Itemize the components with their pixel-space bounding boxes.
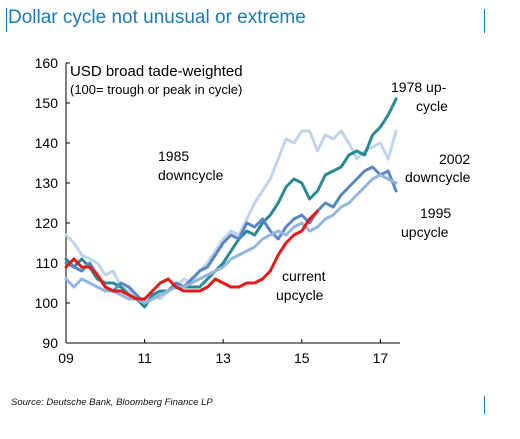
y-tick-label: 160 bbox=[35, 55, 59, 71]
x-tick-label: 11 bbox=[137, 350, 152, 366]
frame-right-bar-top bbox=[484, 9, 485, 33]
y-tick-label: 120 bbox=[35, 215, 59, 231]
series-line-1978 bbox=[64, 97, 398, 309]
chart-heading: USD broad tade-weighted bbox=[70, 63, 243, 80]
source-note: Source: Deutsche Bank, Bloomberg Finance… bbox=[11, 397, 213, 408]
y-tick-label: 90 bbox=[42, 335, 58, 351]
x-tick-label: 09 bbox=[58, 350, 74, 366]
x-ticks: 09 11 13 15 17 bbox=[58, 339, 388, 366]
series-layer bbox=[64, 97, 398, 309]
annotation-1978-line1: 1978 up- bbox=[391, 79, 447, 95]
x-tick-label: 15 bbox=[294, 350, 310, 366]
x-tick-label: 13 bbox=[215, 350, 231, 366]
axes: 90 100 110 120 130 140 150 160 09 11 13 15 17 bbox=[35, 55, 400, 366]
series-line-2002 bbox=[64, 165, 398, 305]
title-accent-bar bbox=[6, 8, 7, 32]
series-line-current bbox=[64, 209, 319, 301]
annotation-2002-line1: 2002 bbox=[439, 151, 470, 167]
frame-right-bar-bottom bbox=[484, 396, 485, 414]
annotation-1995-line2: upcycle bbox=[401, 224, 449, 240]
y-tick-label: 110 bbox=[36, 255, 59, 271]
y-tick-label: 150 bbox=[35, 95, 59, 111]
series-line-1995 bbox=[64, 173, 398, 305]
annotation-2002-line2: downcycle bbox=[405, 169, 471, 185]
y-tick-label: 140 bbox=[35, 135, 59, 151]
annotation-1985-line2: downcycle bbox=[158, 167, 224, 183]
y-tick-label: 100 bbox=[35, 295, 59, 311]
chart-subtitle: (100= trough or peak in cycle) bbox=[70, 82, 242, 97]
annotation-1995-line1: 1995 bbox=[420, 205, 451, 221]
y-ticks: 90 100 110 120 130 140 150 160 bbox=[35, 55, 70, 351]
annotation-current-line2: upcycle bbox=[276, 287, 324, 303]
chart-title: Dollar cycle not unusual or extreme bbox=[8, 7, 306, 28]
x-tick-label: 17 bbox=[373, 350, 389, 366]
annotation-1985-line1: 1985 bbox=[158, 148, 189, 164]
y-tick-label: 130 bbox=[35, 175, 59, 191]
annotation-1978-line2: cycle bbox=[416, 98, 448, 114]
annotation-current-line1: current bbox=[282, 268, 326, 284]
